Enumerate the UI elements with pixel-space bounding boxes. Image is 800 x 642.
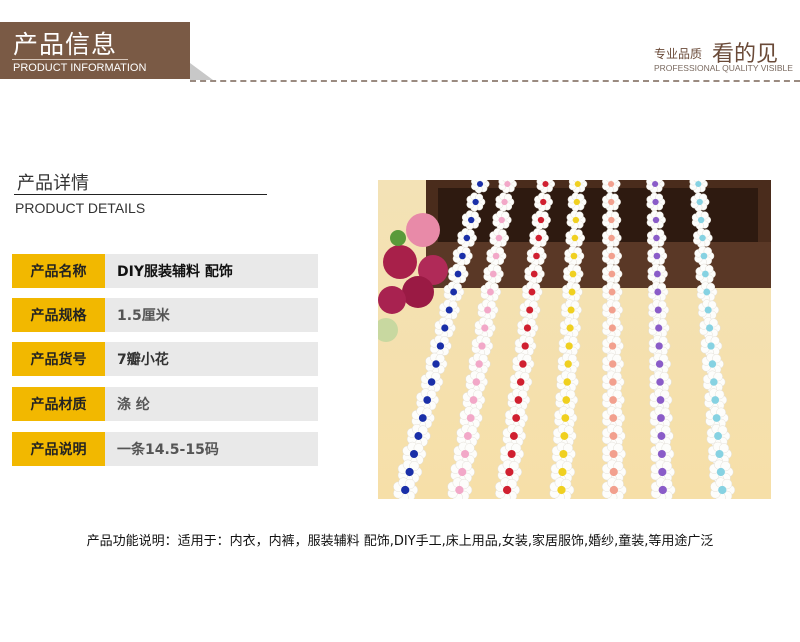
lace-strand (601, 180, 627, 499)
details-subtitle: PRODUCT DETAILS (15, 200, 146, 216)
detail-value: DIY服装辅料 配饰 (105, 254, 318, 288)
divider (14, 194, 267, 195)
detail-label: 产品货号 (12, 342, 105, 376)
divider (12, 59, 128, 60)
header-fold-decoration (190, 63, 213, 80)
detail-row: 产品货号 7瓣小花 (12, 342, 318, 376)
detail-label: 产品材质 (12, 387, 105, 421)
detail-row: 产品规格 1.5厘米 (12, 298, 318, 332)
product-description: 产品功能说明：适用于：内衣，内裤，服装辅料 配饰,DIY手工,床上用品,女装,家… (86, 534, 714, 549)
section-header: 产品信息 PRODUCT INFORMATION (0, 22, 190, 79)
lace-strand (393, 180, 490, 499)
detail-row: 产品材质涤 纶 (12, 387, 318, 421)
lace-strand (646, 180, 676, 499)
detail-row: 产品名称 DIY服装辅料 配饰 (12, 254, 318, 288)
detail-label: 产品规格 (12, 298, 105, 332)
rose-bouquet (378, 213, 448, 342)
detail-label: 产品说明 (12, 432, 105, 466)
detail-value: 1.5厘米 (105, 298, 318, 332)
details-title: 产品详情 (17, 173, 89, 194)
slogan-big: 看的见 (712, 42, 779, 67)
detail-value: 涤 纶 (105, 387, 318, 421)
lace-strand (549, 180, 588, 499)
lace-strand (447, 180, 517, 499)
detail-row: 产品说明 一条14.5-15码 (12, 432, 318, 466)
section-subtitle: PRODUCT INFORMATION (13, 62, 147, 74)
slogan-english: PROFESSIONAL QUALITY VISIBLE (654, 63, 793, 73)
dashed-divider (190, 80, 800, 82)
detail-value: 一条14.5-15码 (105, 432, 318, 466)
detail-value: 7瓣小花 (105, 342, 318, 376)
lace-strand (689, 180, 736, 499)
detail-label: 产品名称 (12, 254, 105, 288)
section-title: 产品信息 (13, 30, 118, 59)
product-photo (378, 180, 771, 499)
lace-strand (495, 180, 555, 499)
slogan-small: 专业品质 (654, 47, 703, 61)
